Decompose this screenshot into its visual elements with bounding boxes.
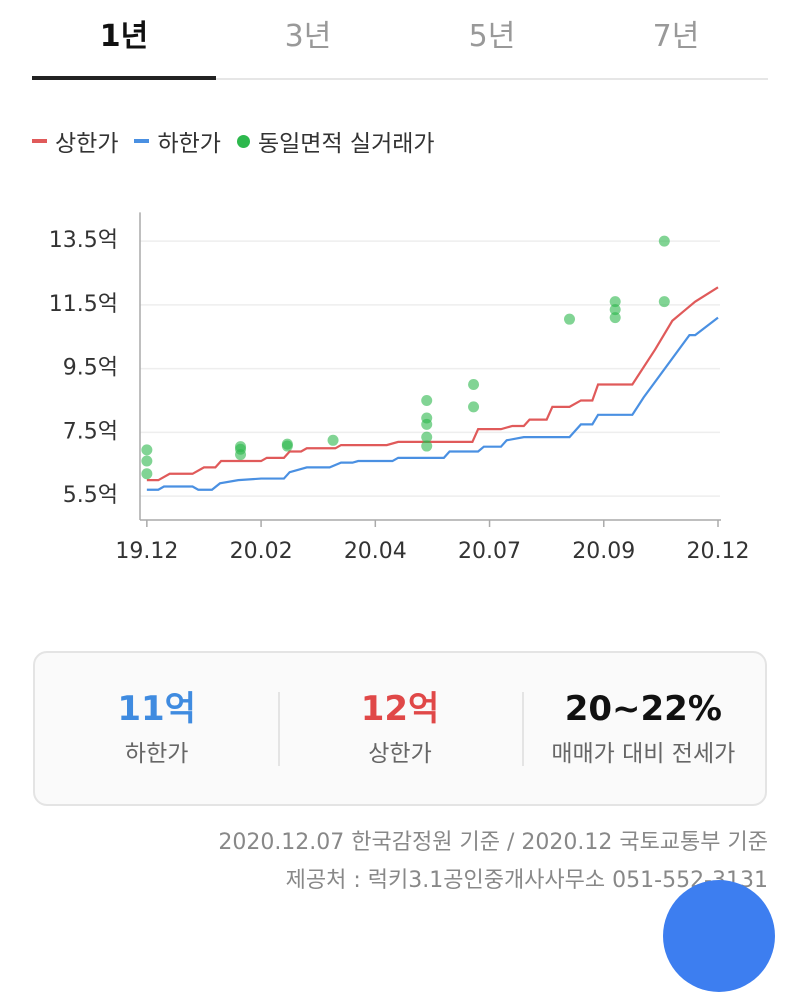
- legend-item: 상한가: [32, 124, 118, 158]
- y-tick-label: 7.5억: [63, 419, 118, 444]
- transaction-point: [658, 235, 670, 247]
- x-tick-label: 19.12: [115, 539, 178, 564]
- transaction-point: [421, 440, 433, 452]
- summary-value: 20~22%: [564, 688, 722, 729]
- period-tab[interactable]: 7년: [652, 19, 700, 54]
- x-tick-label: 20.02: [230, 539, 293, 564]
- transaction-point: [609, 312, 621, 324]
- y-tick-label: 5.5억: [63, 483, 118, 508]
- transaction-point: [421, 394, 433, 406]
- summary-item: 20~22% 매매가 대비 전세가: [521, 684, 765, 774]
- summary-value: 11억: [117, 688, 196, 729]
- y-tick-label: 11.5억: [49, 292, 118, 317]
- x-tick-label: 20.09: [572, 539, 635, 564]
- transaction-point: [421, 431, 433, 443]
- legend-swatch: [32, 139, 47, 143]
- summary-label: 매매가 대비 전세가: [551, 740, 736, 767]
- transaction-point: [421, 418, 433, 430]
- floating-button[interactable]: [663, 880, 775, 992]
- chart: 5.5억 7.5억 9.5억 11.5억 13.5억 19.12 20.02 20.04 20.…: [49, 212, 750, 564]
- summary-label: 상한가: [368, 740, 432, 767]
- period-tabs: 1년 3년 5년 7년: [32, 0, 768, 80]
- footer-source: 2020.12.07 한국감정원 기준 / 2020.12 국토교통부 기준: [218, 830, 768, 855]
- transaction-point: [141, 468, 153, 480]
- transaction-point: [141, 455, 153, 467]
- transaction-point: [564, 313, 576, 325]
- period-tab[interactable]: 1년: [32, 0, 216, 80]
- transaction-point: [658, 296, 670, 308]
- legend-item: 하한가: [134, 124, 221, 158]
- transaction-point: [468, 379, 480, 391]
- period-tab[interactable]: 5년: [468, 19, 516, 54]
- legend-label: 하한가: [157, 131, 221, 157]
- x-tick-label: 20.04: [344, 539, 407, 564]
- legend-label: 상한가: [55, 131, 119, 157]
- transaction-point: [281, 440, 293, 452]
- summary-label: 하한가: [124, 740, 189, 767]
- legend: 상한가 하한가 동일면적 실거래가: [32, 124, 451, 158]
- summary-value: 12억: [360, 688, 440, 729]
- y-tick-label: 9.5억: [63, 356, 118, 381]
- transaction-point: [609, 304, 621, 316]
- legend-swatch: [134, 139, 150, 143]
- legend-label: 동일면적 실거래가: [257, 131, 435, 157]
- x-tick-label: 20.07: [458, 539, 521, 564]
- x-tick-label: 20.12: [687, 539, 750, 564]
- transaction-point: [327, 434, 339, 446]
- legend-item: 동일면적 실거래가: [236, 124, 435, 158]
- period-tab[interactable]: 3년: [284, 19, 332, 54]
- y-tick-label: 13.5억: [49, 228, 118, 253]
- price-line: [146, 286, 719, 482]
- transaction-point: [609, 296, 621, 308]
- price-line: [146, 316, 719, 491]
- transaction-point: [235, 449, 247, 461]
- transaction-point: [141, 444, 153, 456]
- legend-swatch: [236, 134, 250, 148]
- summary-card: 11억 하한가 12억 상한가 20~22% 매매가 대비 전세가: [33, 651, 767, 806]
- transaction-point: [468, 401, 480, 413]
- page: {"tabs": {"items": ["1년", "3년", "5년", "7…: [32, 0, 775, 992]
